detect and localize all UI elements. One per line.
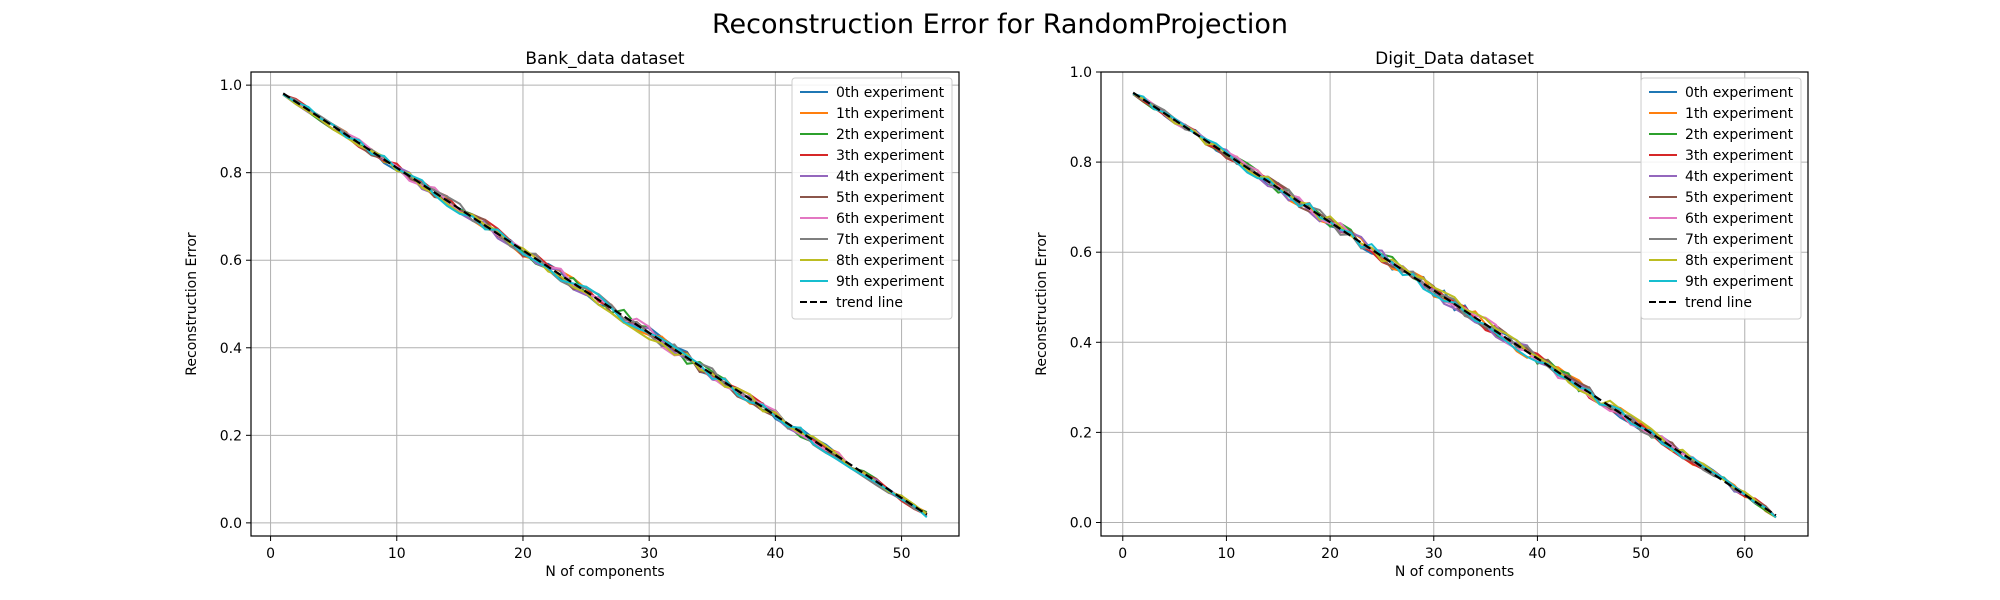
y-tick-label: 0.6 (220, 253, 242, 269)
y-tick-label: 0.2 (1070, 425, 1092, 441)
x-tick-label: 10 (1218, 546, 1236, 562)
series-line-6 (1132, 93, 1777, 519)
panel-title: Bank_data dataset (525, 49, 685, 69)
trend-line (1132, 91, 1777, 517)
x-tick-label: 40 (766, 546, 784, 562)
chart-panel-2: 0 10 20 30 40 50 60 0.0 0.2 0.4 0.6 0.8 1.0 Digit_Dat… (1034, 49, 1809, 580)
x-tick-label: 0 (1118, 546, 1127, 562)
y-tick-label: 0.8 (1070, 155, 1092, 171)
trend-line (282, 92, 928, 516)
legend-label: 0th experiment (836, 85, 945, 101)
y-tick-label: 1.0 (1070, 65, 1092, 81)
legend-label: 2th experiment (1685, 127, 1794, 143)
legend-label: 5th experiment (1685, 190, 1794, 206)
legend-label: 4th experiment (836, 169, 945, 185)
legend: 0th experiment 1th experiment 2th experime… (791, 77, 953, 320)
legend-label: 8th experiment (836, 253, 945, 269)
legend-label: 1th experiment (836, 106, 945, 122)
legend-label: 6th experiment (1685, 211, 1794, 227)
legend-label: 3th experiment (1685, 148, 1794, 164)
x-tick-label: 30 (1425, 546, 1443, 562)
legend-label: 1th experiment (1685, 106, 1794, 122)
chart-panels: 0 10 20 30 40 50 0.0 0.2 0.4 0.6 0.8 1.0 Bank_data d… (184, 49, 1809, 580)
legend-label: 8th experiment (1685, 253, 1794, 269)
x-tick-label: 30 (640, 546, 658, 562)
y-tick-label: 0.0 (1070, 515, 1092, 531)
y-tick-label: 0.4 (220, 341, 242, 357)
x-tick-label: 50 (1632, 546, 1650, 562)
y-tick-label: 0.6 (1070, 245, 1092, 261)
legend-label: 5th experiment (836, 190, 945, 206)
y-tick-label: 1.0 (220, 78, 242, 94)
legend-box (791, 77, 953, 320)
x-tick-label: 10 (388, 546, 406, 562)
x-tick-label: 60 (1736, 546, 1754, 562)
panel-title: Digit_Data dataset (1375, 49, 1534, 69)
legend-label: 3th experiment (836, 148, 945, 164)
legend-label: 9th experiment (836, 274, 945, 290)
x-tick-label: 50 (893, 546, 911, 562)
y-axis-label: Reconstruction Error (1034, 232, 1050, 376)
legend: 0th experiment 1th experiment 2th experime… (1640, 77, 1802, 320)
y-tick-label: 0.0 (220, 516, 242, 532)
chart-panel-1: 0 10 20 30 40 50 0.0 0.2 0.4 0.6 0.8 1.0 Bank_data d… (184, 49, 960, 580)
legend-box (1640, 77, 1802, 320)
legend-label: 0th experiment (1685, 85, 1794, 101)
legend-label: 4th experiment (1685, 169, 1794, 185)
legend-label: 7th experiment (1685, 232, 1794, 248)
figure-title: Reconstruction Error for RandomProjectio… (712, 9, 1288, 40)
y-tick-label: 0.4 (1070, 335, 1092, 351)
y-axis-label: Reconstruction Error (184, 232, 200, 376)
legend-label: trend line (1685, 295, 1752, 311)
legend-label: trend line (836, 295, 903, 311)
x-tick-label: 20 (1321, 546, 1339, 562)
x-tick-label: 40 (1529, 546, 1547, 562)
legend-label: 9th experiment (1685, 274, 1794, 290)
y-tick-label: 0.2 (220, 428, 242, 444)
x-tick-label: 20 (514, 546, 532, 562)
legend-label: 6th experiment (836, 211, 945, 227)
legend-label: 2th experiment (836, 127, 945, 143)
axes-frame (250, 71, 960, 537)
x-axis-label: N of components (1395, 564, 1514, 580)
y-tick-label: 0.8 (220, 166, 242, 182)
axes-frame (1100, 71, 1809, 537)
series-line-9 (1132, 92, 1777, 519)
legend-label: 7th experiment (836, 232, 945, 248)
x-tick-label: 0 (266, 546, 275, 562)
x-axis-label: N of components (545, 564, 664, 580)
